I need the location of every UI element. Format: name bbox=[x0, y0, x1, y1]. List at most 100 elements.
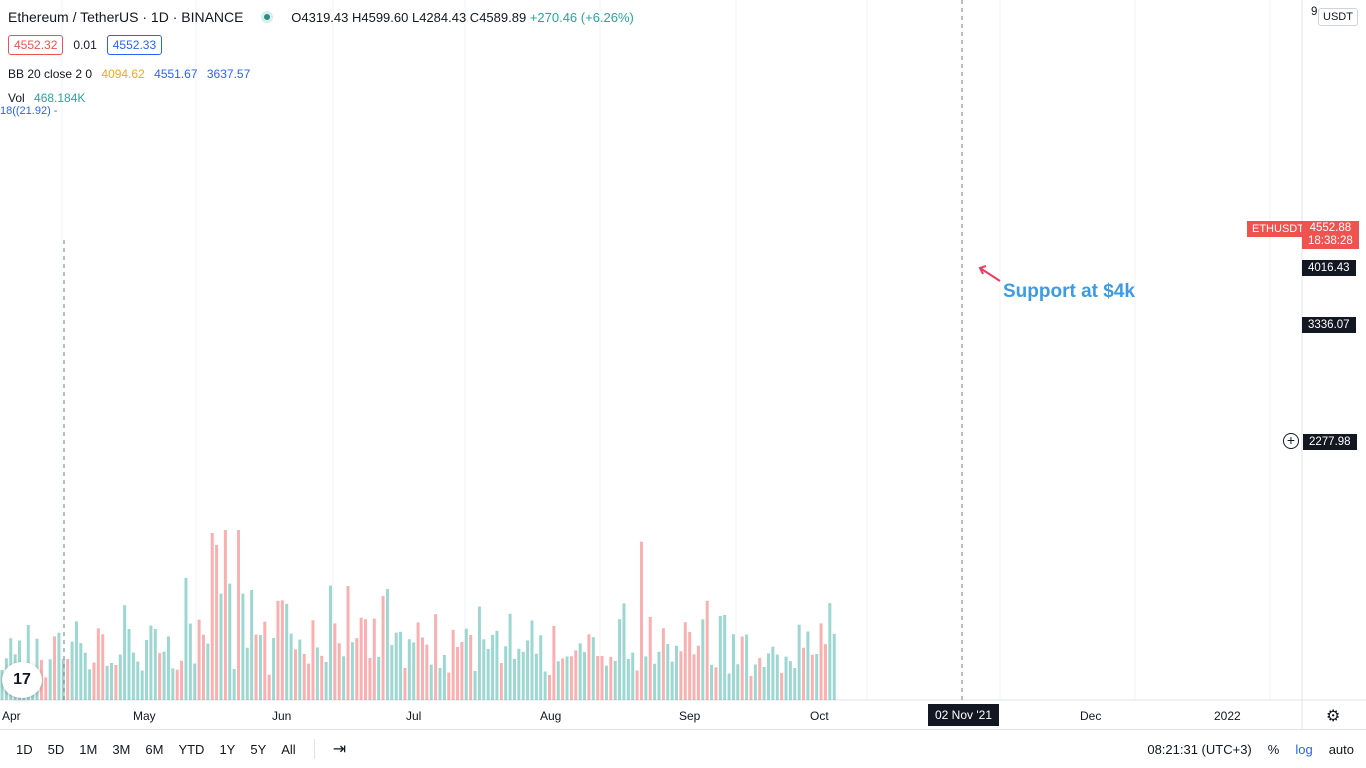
volume-legend[interactable]: Vol 468.184K bbox=[8, 91, 85, 105]
bottom-toolbar: 1D 5D 1M 3M 6M YTD 1Y 5Y All ⇥ 08:21:31 … bbox=[0, 729, 1366, 768]
volume-bar bbox=[320, 655, 324, 700]
volume-bar bbox=[661, 628, 665, 700]
volume-bar bbox=[539, 635, 543, 700]
chart-canvas[interactable] bbox=[0, 0, 1366, 729]
currency-badge[interactable]: USDT bbox=[1318, 8, 1358, 26]
volume-bar bbox=[753, 664, 757, 700]
volume-bar bbox=[780, 672, 784, 700]
volume-bar bbox=[228, 583, 232, 700]
clock-time[interactable]: 08:21:31 (UTC+3) bbox=[1147, 742, 1252, 757]
symbol-title[interactable]: Ethereum / TetherUS · 1D · BINANCE bbox=[8, 9, 244, 25]
volume-bar bbox=[381, 596, 385, 700]
volume-bar bbox=[390, 645, 394, 700]
volume-bar bbox=[184, 577, 188, 700]
volume-bar bbox=[201, 634, 205, 700]
volume-bar bbox=[749, 675, 753, 700]
volume-bar bbox=[512, 658, 516, 700]
x-label-aug: Aug bbox=[540, 709, 562, 723]
volume-bar bbox=[482, 639, 486, 700]
buy-price-button[interactable]: 4552.33 bbox=[106, 35, 163, 55]
sell-price-button[interactable]: 4552.32 bbox=[8, 35, 64, 55]
volume-bar bbox=[556, 661, 560, 700]
support-low-tag: 3336.07 bbox=[1302, 317, 1356, 333]
volume-bar bbox=[543, 671, 547, 700]
bb-lower-value: 3637.57 bbox=[206, 67, 251, 81]
volume-bar bbox=[293, 649, 297, 700]
volume-bar bbox=[74, 621, 78, 700]
volume-bar bbox=[324, 661, 328, 700]
volume-bar bbox=[464, 628, 468, 700]
timeframe-1m[interactable]: 1M bbox=[79, 741, 98, 757]
volume-bar bbox=[162, 651, 166, 700]
volume-bar bbox=[258, 634, 262, 700]
volume-bar bbox=[145, 640, 149, 700]
timeframe-all[interactable]: All bbox=[281, 741, 296, 757]
timeframe-1d[interactable]: 1D bbox=[16, 741, 33, 757]
volume-bar bbox=[377, 656, 381, 700]
volume-bar bbox=[552, 625, 556, 700]
volume-bar bbox=[530, 620, 534, 700]
timeframe-1y[interactable]: 1Y bbox=[219, 741, 236, 757]
change-value: +270.46 (+6.26%) bbox=[529, 10, 634, 25]
volume-bar bbox=[631, 652, 635, 700]
volume-bar bbox=[123, 605, 127, 700]
volume-bar bbox=[219, 593, 223, 700]
volume-bar bbox=[578, 643, 582, 700]
volume-bar bbox=[688, 632, 692, 700]
timeframe-5y[interactable]: 5Y bbox=[250, 741, 267, 757]
timeframe-5d[interactable]: 5D bbox=[47, 741, 65, 757]
auto-scale-toggle[interactable]: auto bbox=[1328, 742, 1354, 757]
volume-bar bbox=[254, 634, 258, 700]
bb-basis-value: 4094.62 bbox=[101, 67, 145, 81]
timeframe-6m[interactable]: 6M bbox=[145, 741, 164, 757]
date-range-icon[interactable]: ⇥ bbox=[332, 741, 347, 758]
add-alert-plus-icon[interactable]: + bbox=[1283, 433, 1299, 449]
volume-bar bbox=[48, 659, 52, 700]
volume-bar bbox=[368, 658, 372, 700]
volume-bar bbox=[705, 600, 709, 700]
trade-buttons: 4552.32 0.01 4552.33 bbox=[8, 35, 163, 55]
volume-bar bbox=[701, 619, 705, 700]
x-label-jul: Jul bbox=[406, 709, 422, 723]
volume-bar bbox=[188, 623, 192, 700]
annotation-arrow bbox=[979, 267, 1001, 282]
volume-bar bbox=[311, 620, 315, 700]
volume-bar bbox=[456, 646, 460, 700]
last-price: 4552.88 bbox=[1309, 222, 1352, 234]
volume-bar bbox=[696, 645, 700, 700]
volume-bar bbox=[736, 664, 740, 700]
volume-bar bbox=[504, 646, 508, 700]
volume-bar bbox=[241, 593, 245, 700]
volume-bar bbox=[105, 665, 109, 700]
volume-bar bbox=[355, 638, 359, 700]
volume-bar bbox=[158, 653, 162, 700]
volume-bar bbox=[823, 644, 827, 700]
toolbar-right: 08:21:31 (UTC+3) % log auto bbox=[1147, 730, 1354, 768]
percent-scale-toggle[interactable]: % bbox=[1267, 742, 1280, 757]
bb-legend[interactable]: BB 20 close 2 0 4094.62 4551.67 3637.57 bbox=[8, 67, 250, 81]
volume-bar bbox=[622, 603, 626, 700]
volume-bar bbox=[486, 649, 490, 700]
volume-bar bbox=[745, 634, 749, 700]
support-high-tag: 4016.43 bbox=[1302, 260, 1356, 276]
volume-bar bbox=[66, 659, 70, 700]
volume-bar bbox=[587, 634, 591, 700]
volume-bar bbox=[372, 618, 376, 700]
volume-bar bbox=[832, 633, 836, 700]
support-annotation[interactable]: Support at $4k bbox=[1003, 281, 1135, 302]
symbol-price-label: ETHUSDT bbox=[1247, 221, 1309, 237]
timeframe-ytd[interactable]: YTD bbox=[178, 741, 205, 757]
volume-bar bbox=[451, 629, 455, 700]
volume-bar bbox=[285, 603, 289, 700]
volume-bar bbox=[110, 663, 113, 700]
log-scale-toggle[interactable]: log bbox=[1295, 742, 1313, 757]
volume-bar bbox=[596, 656, 600, 700]
volume-bar bbox=[775, 654, 779, 700]
tradingview-logo-icon[interactable]: 17 bbox=[2, 662, 42, 698]
settings-gear-icon[interactable]: ⚙ bbox=[1326, 708, 1341, 725]
volume-bar bbox=[276, 600, 280, 700]
volume-bar bbox=[565, 656, 569, 700]
timeframe-3m[interactable]: 3M bbox=[112, 741, 131, 757]
volume-bar bbox=[114, 664, 118, 700]
